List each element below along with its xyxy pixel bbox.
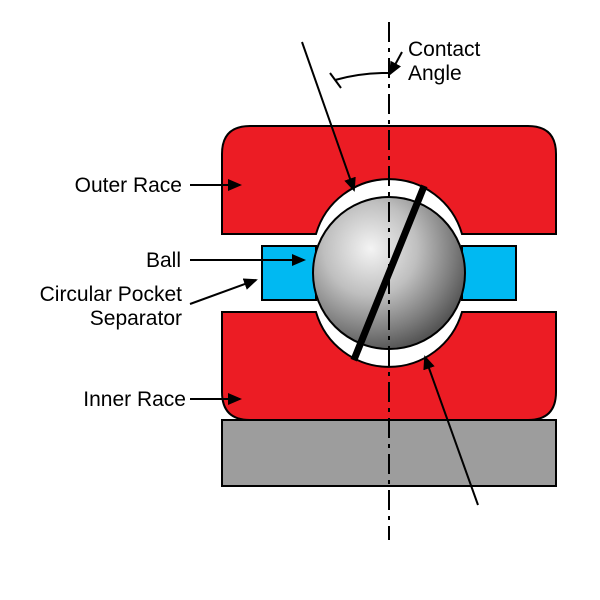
label-ball: Ball [105, 249, 181, 273]
label-contact-angle: ContactAngle [408, 38, 480, 86]
separator-left [262, 246, 316, 300]
label-inner-race: Inner Race [36, 388, 186, 412]
separator-right [462, 246, 516, 300]
label-separator: Circular PocketSeparator [4, 283, 182, 331]
arrow-axis-leader [390, 52, 402, 74]
label-outer-race: Outer Race [32, 174, 182, 198]
arrow-separator [190, 280, 256, 304]
angle-arc [335, 73, 389, 80]
